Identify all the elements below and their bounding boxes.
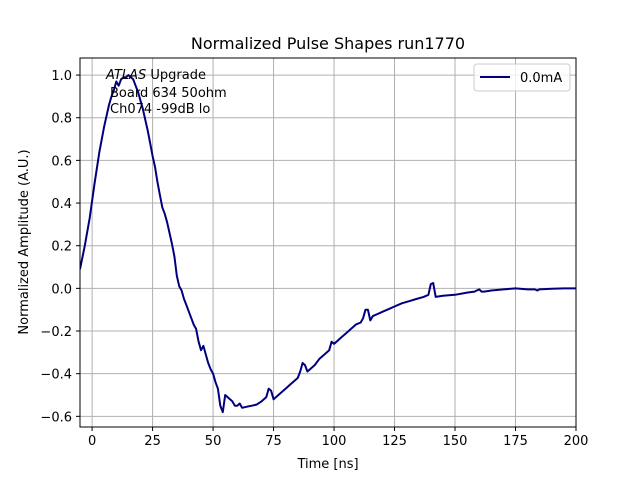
x-tick-label: 0 — [88, 434, 96, 449]
y-tick-label: 0.2 — [51, 240, 72, 255]
x-tick-label: 25 — [144, 434, 161, 449]
annotation-atlas-line: ATLAS Upgrade — [105, 68, 206, 83]
legend: 0.0mA — [473, 63, 571, 92]
x-tick-label: 75 — [265, 434, 282, 449]
y-tick-label: −0.4 — [40, 368, 72, 383]
y-tick-label: 0.0 — [51, 282, 72, 297]
grid-layer — [80, 58, 577, 427]
x-tick-label: 175 — [503, 434, 528, 449]
x-tick-label: 150 — [443, 434, 468, 449]
annotation-block: ATLAS Upgrade Board 634 50ohm Ch074 -99d… — [105, 68, 227, 117]
plot-frame — [79, 57, 577, 428]
y-tick-label: 0.6 — [51, 154, 72, 169]
legend-box — [473, 63, 571, 92]
x-tick-label: 125 — [382, 434, 407, 449]
annotation-upgrade: Upgrade — [146, 68, 206, 83]
legend-label: 0.0mA — [520, 71, 562, 86]
tick-layer: 0 25 50 75 100 125 150 175 200 −0.6 −0.4 −0.2 0.0 0.2… — [40, 69, 588, 449]
x-axis-label: Time [ns] — [296, 457, 358, 472]
plot-area — [80, 58, 576, 427]
series-line-0-0mA — [80, 74, 576, 414]
y-tick-label: −0.2 — [40, 325, 72, 340]
annotation-channel: Ch074 -99dB lo — [110, 102, 210, 117]
chart-title: Normalized Pulse Shapes run1770 — [191, 34, 465, 53]
x-tick-label: 200 — [564, 434, 589, 449]
y-tick-label: −0.6 — [40, 410, 72, 425]
x-tick-label: 100 — [322, 434, 347, 449]
series-layer — [80, 74, 576, 414]
annotation-atlas: ATLAS — [105, 68, 146, 83]
y-tick-label: 0.8 — [51, 112, 72, 127]
annotation-board: Board 634 50ohm — [110, 86, 227, 101]
x-tick-label: 50 — [205, 434, 222, 449]
y-axis-label: Normalized Amplitude (A.U.) — [17, 149, 32, 334]
y-tick-label: 0.4 — [51, 197, 72, 212]
y-tick-label: 1.0 — [51, 69, 72, 84]
